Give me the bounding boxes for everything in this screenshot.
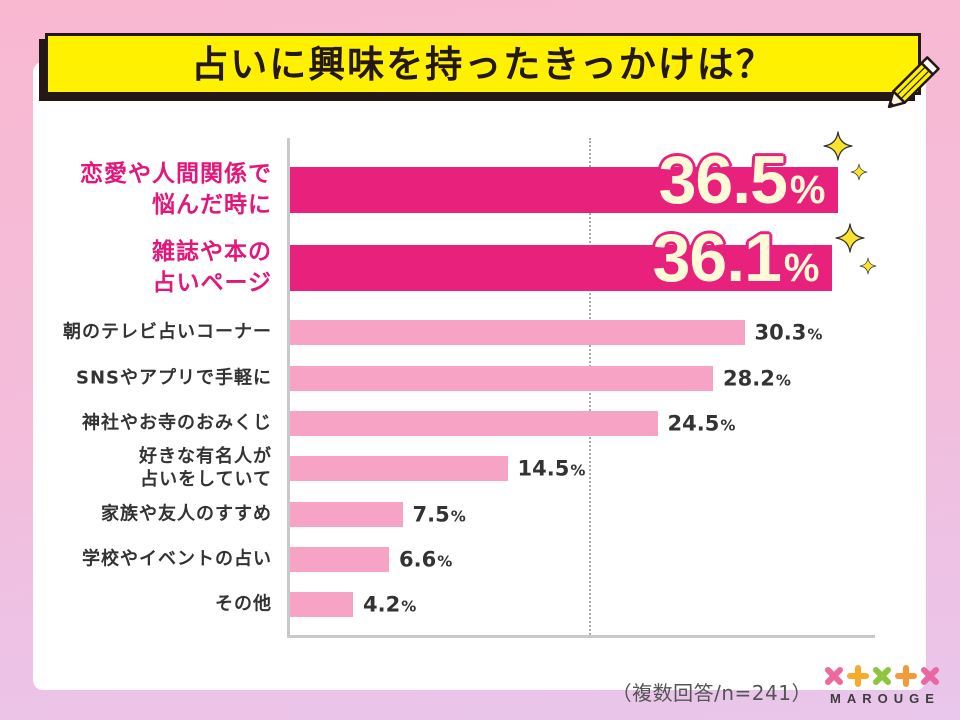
value-number: 28.2 [723, 366, 775, 391]
value-unit: % [450, 507, 466, 526]
x-mark-icon [873, 667, 891, 685]
value-label: 14.5% [517, 456, 586, 481]
category-label: 好きな有名人が 占いをしていて [139, 446, 272, 490]
bar [290, 455, 508, 481]
logo-marks [820, 665, 944, 687]
value-unit: % [720, 416, 736, 435]
value-label: 6.6% [399, 547, 453, 572]
value-number: 36.5 [658, 142, 788, 218]
brand-logo: MAROUGE [820, 665, 944, 706]
bar [290, 410, 658, 436]
sample-note: （複数回答/n=241） [611, 681, 812, 705]
value-unit: % [807, 325, 823, 344]
x-mark-icon [921, 667, 939, 685]
value-unit: % [570, 461, 586, 480]
bar [290, 245, 832, 291]
value-number: 36.1 [652, 220, 782, 296]
category-label: 神社やお寺のおみくじ [82, 412, 272, 434]
chart-title: 占いに興味を持ったきっかけは？ [191, 42, 775, 86]
value-number: 14.5 [517, 456, 570, 481]
value-label: 24.5% [667, 411, 736, 436]
value-label: 36.1% [653, 224, 820, 292]
value-unit: % [401, 597, 417, 616]
category-label: 家族や友人のすすめ [101, 503, 272, 525]
value-unit: % [437, 552, 453, 571]
bar [290, 319, 745, 345]
sparkle-icon [823, 131, 853, 161]
category-label: 朝のテレビ占いコーナー [63, 321, 272, 343]
value-number: 30.3 [754, 320, 807, 345]
pencil-icon [887, 56, 940, 109]
category-label: 学校やイベントの占い [82, 548, 272, 570]
category-label: SNSやアプリで手軽に [76, 367, 272, 389]
plus-mark-icon [847, 665, 869, 687]
value-label: 7.5% [412, 502, 466, 527]
category-label: 恋愛や人間関係で 悩んだ時に [80, 161, 272, 218]
sparkle-icon [859, 257, 877, 275]
sparkle-icon [850, 163, 868, 181]
category-label: その他 [215, 593, 272, 615]
x-mark-icon [825, 667, 843, 685]
value-label: 28.2% [723, 366, 791, 391]
bar [290, 501, 403, 527]
bar [290, 167, 838, 213]
value-number: 6.6 [399, 547, 437, 572]
bar [290, 365, 713, 391]
sparkle-icon [835, 223, 865, 253]
y-axis-line [287, 138, 290, 638]
value-number: 7.5 [412, 502, 450, 527]
title-banner: 占いに興味を持ったきっかけは？ [45, 33, 921, 95]
value-unit: % [775, 371, 791, 390]
value-label: 4.2% [363, 592, 417, 617]
value-number: 24.5 [667, 411, 720, 436]
value-number: 4.2 [363, 592, 401, 617]
value-label: 36.5% [659, 146, 826, 214]
value-label: 30.3% [754, 320, 823, 345]
category-label: 雑誌や本の 占いページ [152, 239, 272, 296]
plus-mark-icon [895, 665, 917, 687]
value-unit: % [789, 168, 826, 212]
x-axis-line [287, 635, 875, 638]
bar [290, 591, 353, 617]
value-unit: % [783, 246, 820, 290]
logo-text: MAROUGE [830, 691, 940, 706]
bar [290, 546, 389, 572]
